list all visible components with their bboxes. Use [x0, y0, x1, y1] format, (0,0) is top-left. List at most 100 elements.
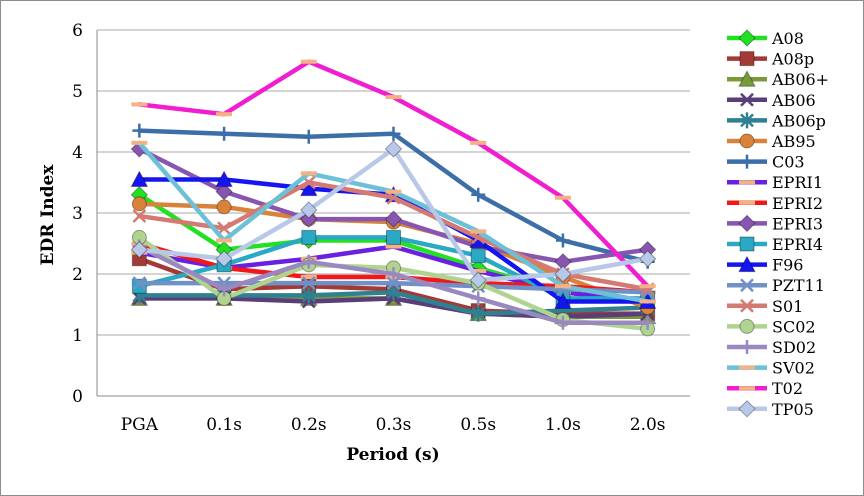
data-point-sv02 [470, 229, 487, 234]
data-point-tp05 [554, 265, 572, 283]
y-tick-label: 0 [72, 387, 83, 407]
y-tick-label: 1 [72, 326, 83, 346]
data-point-s01 [132, 209, 147, 223]
legend-label: EPRI2 [772, 194, 823, 213]
data-point-sv02 [300, 171, 317, 176]
data-point-sv02 [216, 238, 233, 243]
x-tick-label: 0.5s [460, 415, 496, 435]
legend-swatch-marker [739, 200, 755, 205]
y-tick-label: 2 [72, 265, 83, 285]
data-point-s01 [217, 221, 231, 236]
data-point-sd02 [471, 291, 486, 306]
data-point-t02 [554, 195, 571, 200]
legend-label: C03 [772, 153, 805, 172]
data-point-pzt11 [386, 276, 401, 291]
series-sv02 [131, 140, 656, 304]
legend-label: AB06 [771, 91, 816, 110]
data-point-epri3 [384, 210, 403, 228]
legend-item-c03: C03 [727, 153, 805, 172]
x-tick-label: 0.3s [376, 415, 412, 435]
legend-swatch-marker [738, 255, 756, 273]
data-point-t02 [300, 59, 317, 64]
legend-item-pzt11: PZT11 [727, 276, 825, 295]
data-point-tp05 [469, 271, 487, 289]
legend-swatch-marker [739, 51, 755, 67]
legend-item-a08: A08 [727, 29, 804, 48]
legend-item-epri2: EPRI2 [727, 194, 823, 213]
x-tick-label: 0.2s [291, 415, 327, 435]
legend-item-sd02: SD02 [727, 338, 816, 357]
data-point-sd02 [386, 267, 401, 281]
legend-label: TP05 [772, 400, 814, 419]
legend-swatch-marker [740, 92, 754, 107]
x-axis-title: Period (s) [346, 445, 439, 465]
legend-swatch-marker [739, 180, 755, 185]
legend-swatch-marker [740, 340, 754, 354]
series-layer [130, 59, 657, 337]
y-tick-label: 5 [72, 82, 83, 102]
legend-item-epri4: EPRI4 [727, 235, 823, 254]
data-point-epri3 [215, 182, 233, 201]
data-point-sd02 [555, 315, 570, 330]
data-point-c03 [555, 233, 570, 248]
y-tick-label: 3 [72, 204, 83, 224]
legend-item-a08p: A08p [727, 50, 814, 69]
legend-label: EPRI3 [772, 214, 823, 233]
legend-item-ab06: AB06+ [727, 70, 829, 89]
data-point-c03 [132, 123, 147, 138]
data-point-sd02 [301, 254, 316, 269]
legend-label: A08 [771, 29, 804, 48]
legend-swatch-marker [739, 236, 755, 252]
legend-swatch-marker [738, 214, 756, 233]
legend-label: A08p [771, 50, 814, 69]
data-point-pzt11 [132, 276, 147, 291]
legend-swatch-marker [739, 386, 755, 391]
legend-swatch-marker [740, 298, 754, 313]
data-point-epri1 [385, 244, 402, 249]
data-point-sd02 [640, 315, 655, 330]
data-point-sd02 [217, 282, 232, 297]
legend-item-epri3: EPRI3 [727, 214, 823, 233]
legend-swatch-marker [738, 29, 756, 47]
data-point-c03 [301, 129, 316, 144]
legend-item-epri1: EPRI1 [727, 173, 823, 192]
data-point-tp05 [130, 240, 149, 259]
x-tick-label: 1.0s [545, 415, 581, 435]
legend-label: EPRI4 [772, 235, 823, 254]
legend-swatch-marker [739, 365, 755, 370]
data-point-epri4 [470, 248, 486, 264]
legend-label: AB06p [771, 111, 826, 130]
data-point-t02 [470, 140, 487, 145]
legend-swatch-marker [740, 278, 754, 293]
data-point-ab95 [216, 199, 232, 215]
legend-label: SC02 [772, 317, 816, 336]
legend-label: AB06+ [771, 70, 829, 89]
data-point-tp05 [300, 201, 318, 219]
legend-item-sc02: SC02 [727, 317, 816, 336]
y-tick-label: 4 [72, 143, 83, 163]
legend-item-tp05: TP05 [727, 400, 814, 419]
data-point-sv02 [639, 299, 656, 304]
data-point-t02 [385, 95, 402, 100]
data-point-epri1 [470, 268, 487, 273]
legend-label: EPRI1 [772, 173, 823, 192]
data-point-ab95 [131, 196, 147, 212]
legend-swatch-marker [740, 154, 754, 169]
data-point-c03 [471, 187, 486, 202]
x-tick-label: PGA [121, 415, 159, 435]
data-point-t02 [639, 284, 656, 289]
legend-swatch-marker [740, 112, 754, 129]
data-point-t02 [216, 112, 233, 117]
data-point-sv02 [554, 284, 571, 289]
legend-item-t02: T02 [727, 379, 803, 398]
data-point-f96 [554, 292, 572, 309]
data-point-pzt11 [301, 276, 316, 291]
legend-item-ab95: AB95 [727, 132, 816, 151]
data-point-sv02 [385, 189, 402, 194]
legend-swatch-marker [739, 133, 755, 149]
legend-label: SV02 [772, 359, 815, 378]
legend-item-ab06: AB06 [727, 91, 816, 110]
data-point-ab06p [301, 287, 316, 304]
legend-swatch-marker [739, 318, 755, 334]
